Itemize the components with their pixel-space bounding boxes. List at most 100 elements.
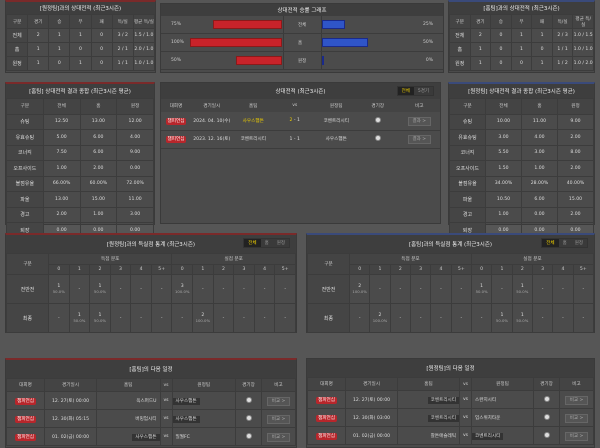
home-team-name[interactable]: 사우스햄튼 <box>242 118 264 124</box>
cell: 0 <box>490 42 512 57</box>
league-badge[interactable]: 챔피언십 <box>165 117 187 125</box>
vs-cell: vs <box>459 408 472 427</box>
count: 1 <box>520 284 524 289</box>
result-button[interactable]: 결과 > <box>407 116 431 126</box>
compare-button[interactable]: 비교 > <box>266 414 291 424</box>
home-team-name[interactable]: 코벤트리시티 <box>427 414 459 422</box>
cell: 3 / 2 <box>111 28 134 43</box>
column-header: 구분 <box>449 98 486 115</box>
cell: 2.00 <box>42 206 81 223</box>
count: - <box>119 286 122 292</box>
bucket-header: 5+ <box>150 264 173 275</box>
bucket-header: 1 <box>68 264 91 275</box>
column-header: 대회명 <box>307 377 346 391</box>
bucket-header: 5+ <box>450 264 472 275</box>
tab-all[interactable]: 전체 <box>244 239 261 247</box>
away-team: 코벤트리시티 <box>315 112 357 131</box>
away-team-name[interactable]: 입스위치타운 <box>475 415 501 421</box>
tab-all[interactable]: 전체 <box>397 87 414 95</box>
count: - <box>460 286 463 292</box>
cell: - <box>253 303 276 333</box>
home-team-name[interactable]: 코벤트리시티 <box>240 137 266 142</box>
away-bar <box>322 56 324 65</box>
result-button[interactable]: 결과 > <box>407 135 431 144</box>
cell: 1.50 <box>485 160 522 177</box>
h2h-home-table: 구분 경기 승 무 패 득/실 평균 득/실 전체 2 1 1 0 3 / 2 1.5 / 1.0 홈 1 1 0… <box>5 14 156 71</box>
away-team: 스완지시티 <box>471 390 534 409</box>
home-team-name[interactable]: 버밍엄시티 <box>135 416 157 422</box>
league-badge[interactable]: 챔피언십 <box>165 136 187 143</box>
bucket-row: 0 1 2 3 4 5+ 0 1 2 3 4 5+ <box>7 264 296 275</box>
tab-home[interactable]: 홈 <box>260 239 273 247</box>
league-badge[interactable]: 챔피언십 <box>15 433 36 441</box>
table-row: 코너킥 7.50 6.00 9.00 <box>6 144 154 161</box>
tab-home[interactable]: 홈 <box>558 239 571 247</box>
tab-away[interactable]: 원정 <box>272 239 289 247</box>
score: 1 - 1 <box>290 137 300 142</box>
home-team-name[interactable]: 사우스햄튼 <box>132 433 160 441</box>
count: 1 <box>98 313 102 318</box>
divider <box>321 34 322 51</box>
home-team-name[interactable]: 찰튼애슬레틱 <box>430 433 456 439</box>
away-team-name[interactable]: 사우스햄튼 <box>172 397 200 405</box>
date-cell: 12. 30(화) 05:15 <box>44 409 97 428</box>
tab-away[interactable]: 원정 <box>570 239 587 247</box>
compare-button[interactable]: 비교 > <box>266 396 291 406</box>
cell: 2 <box>469 28 492 43</box>
column-header: 전체 <box>485 98 522 115</box>
cell: 0 <box>48 56 71 71</box>
away-score: 1 <box>297 136 300 142</box>
row-label: 원정 <box>5 56 29 71</box>
away-team: 밀월FC <box>171 427 236 446</box>
cell: 1 50.0% <box>68 303 91 333</box>
table-row: 슈팅 12.50 13.00 12.00 <box>6 113 154 130</box>
date-cell: 01. 02(금) 00:00 <box>345 426 398 445</box>
score-cell: 2 - 1 <box>274 112 316 131</box>
compare-button[interactable]: 비교 > <box>564 431 589 441</box>
away-team-name[interactable]: 코벤트리시티 <box>472 432 504 440</box>
next-away-panel: [원정팀]의 다음 일정 대회명 경기일시 홈팀 vs 원정팀 경기장 비고 챔피언십 12. … <box>306 358 595 448</box>
home-team-name[interactable]: 옥스퍼드U <box>136 398 157 404</box>
goals-home-table: 구분 득점 분포 실점 분포 0 1 2 3 4 5+ 0 1 2 3 4 5+ 전반전 1 50.0% -1 50.… <box>6 253 296 333</box>
column-header: 승 <box>48 14 71 29</box>
cell: 3.00 <box>116 206 154 223</box>
away-team-name[interactable]: 사우스햄튼 <box>325 137 347 142</box>
goals-home-tabs: 전체 홈 원정 <box>243 238 290 248</box>
bucket-header: 2 <box>212 264 235 275</box>
table-row: 유효슈팅 3.00 4.00 2.00 <box>449 129 594 146</box>
league-badge[interactable]: 챔피언십 <box>316 396 337 404</box>
compare-button[interactable]: 비교 > <box>564 413 589 423</box>
league-badge[interactable]: 챔피언십 <box>316 432 337 440</box>
graph-row: 100% 홈 50% <box>161 34 443 52</box>
cell: 1.0 / 1.0 <box>132 56 156 71</box>
league-badge[interactable]: 챔피언십 <box>316 414 337 422</box>
row-label: 오프사이드 <box>449 160 486 177</box>
away-team-name[interactable]: 사우스햄튼 <box>172 415 200 423</box>
home-team-name[interactable]: 코벤트리시티 <box>427 396 459 404</box>
header-row: 구분 전체 홈 원정 <box>449 98 594 115</box>
cell: 5.00 <box>42 129 81 146</box>
table-row: 파울 10.50 6.00 15.00 <box>449 191 594 208</box>
compare-button[interactable]: 비교 > <box>266 432 291 442</box>
league-badge[interactable]: 챔피언십 <box>15 415 36 423</box>
tab-5-games[interactable]: 5경기 <box>413 87 433 95</box>
ball-icon <box>543 413 550 420</box>
home-bar <box>236 56 282 65</box>
note-cell: 결과 > <box>398 112 440 131</box>
row-label: 경고 <box>6 206 44 223</box>
cell: 4.00 <box>521 129 558 146</box>
away-team-name[interactable]: 스완지시티 <box>475 397 497 403</box>
venue-cell <box>533 408 560 427</box>
compare-button[interactable]: 비교 > <box>564 395 589 405</box>
header-row: 구분 득점 분포 실점 분포 <box>307 253 595 275</box>
away-team-name[interactable]: 코벤트리시티 <box>323 118 349 124</box>
column-header: 득/실 <box>111 14 134 29</box>
cell: 2 / 3 <box>551 28 574 43</box>
league-badge[interactable]: 챔피언십 <box>15 397 36 405</box>
away-team-name[interactable]: 밀월FC <box>175 434 190 440</box>
home-team: 버밍엄시티 <box>96 409 161 428</box>
cell: 1 50.0% <box>48 274 70 304</box>
cell: - <box>150 303 173 333</box>
tab-all[interactable]: 전체 <box>542 239 559 247</box>
